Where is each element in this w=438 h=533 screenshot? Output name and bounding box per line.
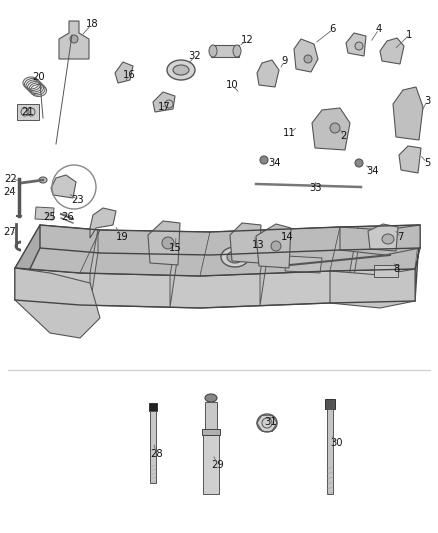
Text: 3: 3 [424, 96, 430, 106]
Text: 2: 2 [341, 131, 347, 141]
Text: 1: 1 [406, 30, 413, 39]
Ellipse shape [382, 234, 394, 244]
Polygon shape [200, 227, 340, 276]
Polygon shape [393, 87, 423, 140]
Text: 15: 15 [169, 243, 182, 253]
Polygon shape [17, 104, 39, 120]
Text: 17: 17 [158, 102, 171, 111]
Ellipse shape [205, 394, 217, 402]
Polygon shape [15, 268, 100, 338]
Text: 24: 24 [4, 187, 16, 197]
Text: 8: 8 [393, 264, 399, 274]
Text: 27: 27 [3, 227, 16, 237]
Polygon shape [15, 225, 40, 300]
Text: 28: 28 [151, 449, 163, 459]
Text: 14: 14 [281, 232, 293, 242]
Polygon shape [330, 225, 420, 271]
Ellipse shape [355, 159, 363, 167]
Polygon shape [312, 108, 350, 150]
Polygon shape [257, 60, 279, 87]
Polygon shape [148, 221, 180, 265]
Polygon shape [256, 224, 291, 268]
Polygon shape [115, 62, 133, 83]
Bar [150, 411, 156, 483]
Polygon shape [368, 224, 398, 251]
Polygon shape [230, 223, 261, 263]
Polygon shape [340, 225, 420, 255]
Ellipse shape [162, 237, 174, 249]
Polygon shape [211, 45, 239, 57]
Text: 20: 20 [32, 72, 45, 82]
Text: 5: 5 [424, 158, 430, 167]
Ellipse shape [233, 45, 241, 57]
Text: 18: 18 [86, 19, 98, 29]
Text: 34: 34 [268, 158, 281, 167]
Polygon shape [15, 268, 415, 308]
Polygon shape [90, 208, 116, 238]
Ellipse shape [70, 35, 78, 43]
Polygon shape [294, 39, 318, 72]
Polygon shape [260, 230, 268, 306]
Ellipse shape [39, 177, 47, 183]
Polygon shape [346, 33, 366, 56]
Bar [205, 402, 217, 431]
Text: 4: 4 [376, 25, 382, 34]
Ellipse shape [260, 156, 268, 164]
Ellipse shape [209, 45, 217, 57]
Polygon shape [51, 175, 76, 198]
Polygon shape [80, 230, 210, 276]
Text: 26: 26 [61, 213, 74, 222]
Text: 11: 11 [283, 128, 296, 138]
Polygon shape [330, 269, 415, 308]
Polygon shape [59, 21, 89, 59]
Bar [202, 429, 220, 435]
Polygon shape [415, 225, 420, 301]
Polygon shape [285, 256, 322, 273]
Polygon shape [380, 38, 404, 64]
Ellipse shape [167, 60, 195, 80]
Polygon shape [149, 403, 157, 411]
Text: 34: 34 [366, 166, 378, 175]
Polygon shape [40, 225, 420, 255]
Polygon shape [170, 231, 178, 307]
Text: 21: 21 [21, 107, 34, 117]
Text: 33: 33 [309, 183, 321, 192]
Text: 23: 23 [72, 195, 84, 205]
Text: 29: 29 [211, 461, 224, 470]
Text: 9: 9 [282, 56, 288, 66]
Text: 32: 32 [189, 51, 201, 61]
Text: 10: 10 [226, 80, 238, 90]
Ellipse shape [173, 65, 189, 75]
Polygon shape [153, 92, 175, 112]
Polygon shape [15, 225, 100, 273]
Polygon shape [90, 229, 98, 305]
Ellipse shape [257, 414, 277, 432]
Text: 19: 19 [115, 232, 128, 242]
Text: 6: 6 [330, 25, 336, 34]
Ellipse shape [355, 42, 363, 50]
Text: 25: 25 [43, 213, 56, 222]
Bar [327, 409, 333, 494]
Ellipse shape [330, 123, 340, 133]
Text: 30: 30 [330, 439, 343, 448]
Text: 31: 31 [265, 417, 277, 427]
Text: 7: 7 [398, 232, 404, 242]
Ellipse shape [221, 247, 249, 267]
Text: 16: 16 [123, 70, 136, 79]
Polygon shape [35, 207, 54, 220]
Text: 22: 22 [4, 174, 18, 183]
Text: 13: 13 [252, 240, 265, 250]
Ellipse shape [304, 55, 312, 63]
Ellipse shape [227, 251, 243, 263]
Polygon shape [325, 399, 335, 409]
Polygon shape [350, 227, 358, 303]
Polygon shape [374, 265, 398, 277]
Bar [203, 431, 219, 494]
Ellipse shape [271, 241, 281, 251]
Polygon shape [399, 146, 421, 173]
Text: 12: 12 [241, 35, 254, 45]
